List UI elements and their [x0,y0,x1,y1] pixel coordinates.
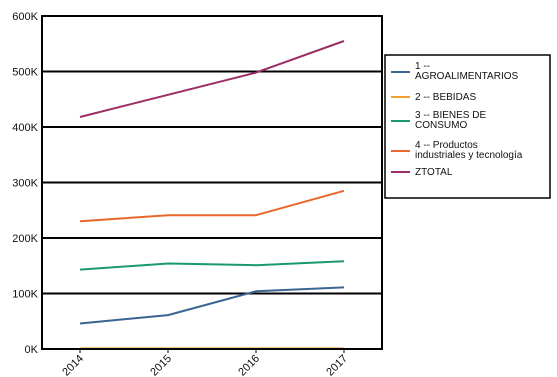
y-tick-label: 400K [12,122,38,134]
legend-box [384,54,551,199]
plot-area [41,15,383,350]
series-lines [79,40,345,350]
x-axis: 2014 2015 2016 2017 [60,349,350,377]
series-line-1 [79,286,345,325]
y-tick-label: 0K [25,344,39,356]
legend-label-1: 1 -- [415,61,430,72]
x-tick-label: 2017 [324,353,350,377]
y-tick-label: 600K [12,11,38,23]
legend-label-3: CONSUMO [415,120,467,131]
legend-label-1: AGROALIMENTARIOS [415,71,518,82]
legend-label-4: 4 -- Productos [415,140,478,151]
y-tick-label: 300K [12,178,38,190]
legend-label-3: 3 -- BIENES DE [415,110,486,121]
y-tick-label: 100K [12,289,38,301]
grid [42,70,382,295]
x-tick-label: 2016 [236,353,262,377]
y-tick-label: 500K [12,67,38,79]
legend-label-2: 2 -- BEBIDAS [415,92,476,103]
series-line-5 [79,40,345,118]
x-tick-label: 2015 [148,353,174,377]
legend: 1 --AGROALIMENTARIOS 2 -- BEBIDAS 3 -- BIE… [384,54,551,199]
legend-label-4: industriales y tecnología [415,150,523,161]
legend-label-5: ZTOTAL [415,167,453,178]
series-line-3 [79,260,345,271]
y-tick-label: 200K [12,233,38,245]
y-axis: 0K 100K 200K 300K 400K 500K 600K [12,11,38,356]
series-line-4 [79,189,345,223]
x-tick-label: 2014 [60,353,86,377]
